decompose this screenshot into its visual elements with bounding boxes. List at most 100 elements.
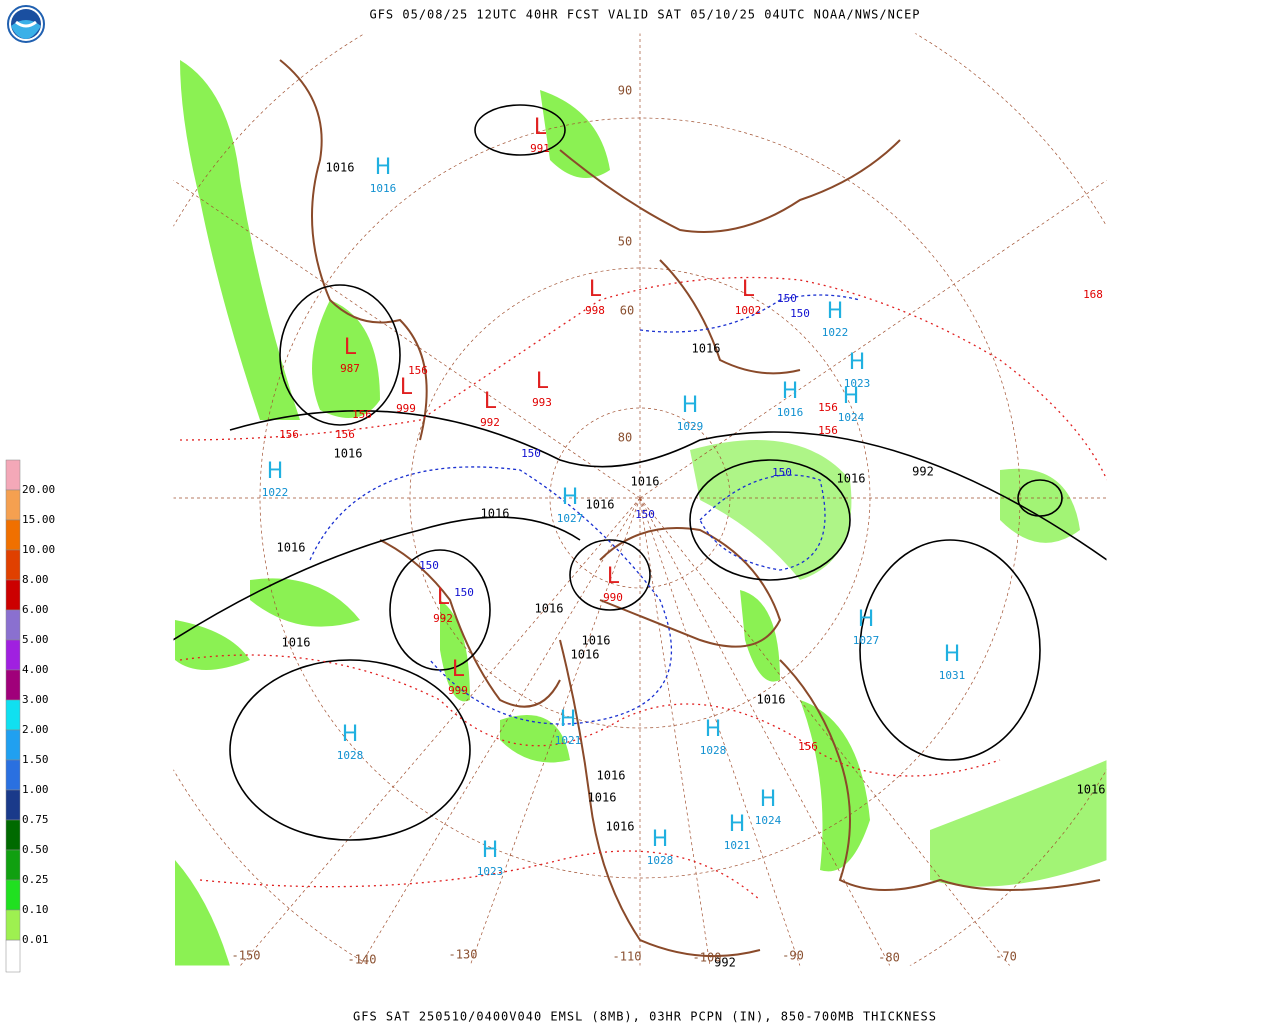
- graticule: [173, 33, 1107, 966]
- high-value: 1022: [822, 326, 849, 339]
- legend-swatch: [5, 879, 21, 911]
- isobar-label: 1016: [597, 769, 626, 783]
- isobar-label: 1016: [606, 820, 635, 834]
- isobar-label: 1016: [837, 472, 866, 486]
- map-title: GFS 05/08/25 12UTC 40HR FCST VALID SAT 0…: [369, 8, 920, 22]
- low-value: 990: [603, 591, 623, 604]
- high-value: 1028: [337, 749, 364, 762]
- high-symbol: H: [729, 812, 746, 837]
- noaa-logo: [7, 5, 45, 43]
- legend-label: 6.00: [22, 603, 49, 616]
- thickness-label: 156: [798, 740, 818, 753]
- thickness-label: 156: [408, 364, 428, 377]
- low-symbol: L: [452, 657, 465, 682]
- high-value: 1023: [477, 865, 504, 878]
- isobar-label: 1016: [571, 648, 600, 662]
- low-value: 998: [585, 304, 605, 317]
- legend-label: 2.00: [22, 723, 49, 736]
- legend-label: 0.50: [22, 843, 49, 856]
- low-value: 999: [448, 684, 468, 697]
- low-value: 987: [340, 362, 360, 375]
- high-symbol: H: [782, 379, 799, 404]
- high-symbol: H: [858, 607, 875, 632]
- isobar-label: 992: [912, 465, 934, 479]
- legend-label: 0.75: [22, 813, 49, 826]
- low-value: 993: [532, 396, 552, 409]
- high-value: 1028: [700, 744, 727, 757]
- isobar-label: 1016: [535, 602, 564, 616]
- thickness-label: 150: [521, 447, 541, 460]
- low-value: 991: [530, 142, 550, 155]
- longitude-label: -70: [995, 950, 1017, 964]
- longitude-label: -80: [878, 951, 900, 965]
- low-value: 992: [480, 416, 500, 429]
- longitude-label: -150: [232, 949, 261, 963]
- thickness-label: 150: [790, 307, 810, 320]
- high-value: 1021: [724, 839, 751, 852]
- isobar-label: 1016: [757, 693, 786, 707]
- legend-label: 8.00: [22, 573, 49, 586]
- coastlines: [279, 59, 1101, 958]
- low-symbol: L: [607, 564, 620, 589]
- high-symbol: H: [342, 722, 359, 747]
- legend-swatch: [5, 729, 21, 761]
- thickness-label: 150: [777, 292, 797, 305]
- longitude-label: -100: [693, 951, 722, 965]
- high-value: 1023: [844, 377, 871, 390]
- thickness-label: 150: [772, 466, 792, 479]
- thickness-label: 150: [419, 559, 439, 572]
- legend-swatch: [5, 579, 21, 611]
- legend-label: 1.00: [22, 783, 49, 796]
- high-value: 1027: [557, 512, 584, 525]
- thickness-label: 156: [279, 428, 299, 441]
- isobar-label: 1016: [334, 447, 363, 461]
- high-value: 1016: [370, 182, 397, 195]
- high-symbol: H: [482, 838, 499, 863]
- latitude-label: 80: [618, 431, 632, 445]
- low-symbol: L: [534, 115, 547, 140]
- map-caption: GFS SAT 250510/0400V040 EMSL (8MB), 03HR…: [353, 1010, 937, 1024]
- high-symbol: H: [562, 485, 579, 510]
- low-symbol: L: [484, 389, 497, 414]
- isobar-label: 1016: [277, 541, 306, 555]
- legend-swatch: [5, 759, 21, 791]
- legend-swatch: [5, 669, 21, 701]
- high-value: 1024: [838, 411, 865, 424]
- high-value: 1028: [647, 854, 674, 867]
- legend-label: 10.00: [22, 543, 55, 556]
- high-symbol: H: [682, 393, 699, 418]
- isobar-label: 992: [714, 956, 736, 970]
- high-symbol: H: [944, 642, 961, 667]
- high-value: 1016: [777, 406, 804, 419]
- longitude-label: -110: [613, 950, 642, 964]
- low-symbol: L: [536, 369, 549, 394]
- high-symbol: H: [267, 459, 284, 484]
- high-symbol: H: [849, 350, 866, 375]
- isobar-label: 1016: [481, 507, 510, 521]
- high-value: 1022: [262, 486, 289, 499]
- legend-swatch: [5, 849, 21, 881]
- high-symbol: H: [652, 827, 669, 852]
- latitude-label: 60: [620, 304, 634, 318]
- precip-areas: [175, 60, 1107, 966]
- isobar-label: 1016: [582, 634, 611, 648]
- high-value: 1024: [755, 814, 782, 827]
- latitude-label: 50: [618, 235, 632, 249]
- thickness-label: 156: [818, 401, 838, 414]
- thickness-label: 156: [818, 424, 838, 437]
- latitude-label: 90: [618, 84, 632, 98]
- legend-swatch: [5, 609, 21, 641]
- isobar-label: 1016: [631, 475, 660, 489]
- low-symbol: L: [344, 335, 357, 360]
- legend-swatch: [5, 699, 21, 731]
- thickness-150: [309, 294, 861, 725]
- isobar-label: 1016: [282, 636, 311, 650]
- low-symbol: L: [589, 277, 602, 302]
- legend-swatch: [5, 639, 21, 671]
- longitude-label: -130: [449, 948, 478, 962]
- high-symbol: H: [760, 787, 777, 812]
- isobar-label: 1016: [1077, 783, 1106, 797]
